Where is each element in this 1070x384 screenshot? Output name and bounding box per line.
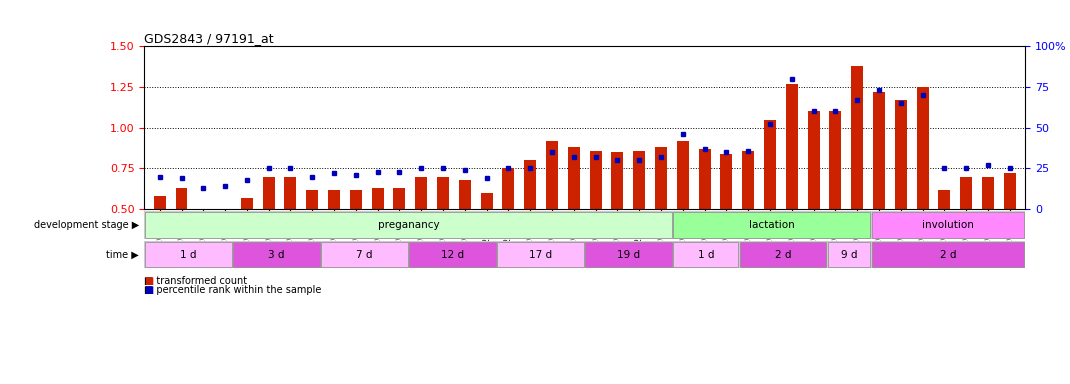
Text: development stage ▶: development stage ▶ — [34, 220, 139, 230]
Bar — [633, 151, 645, 291]
Bar — [872, 242, 1024, 267]
Text: lactation: lactation — [749, 220, 795, 230]
Text: 7 d: 7 d — [356, 250, 372, 260]
Text: 2 d: 2 d — [775, 250, 791, 260]
Bar — [306, 190, 318, 291]
Bar — [764, 119, 776, 291]
Bar — [480, 193, 492, 291]
Bar — [241, 198, 253, 291]
Text: ■: ■ — [144, 285, 154, 295]
Bar — [739, 242, 826, 267]
Bar — [699, 149, 710, 291]
Bar — [852, 66, 863, 291]
Bar — [677, 141, 689, 291]
Bar — [960, 177, 973, 291]
Text: preganancy: preganancy — [378, 220, 440, 230]
Text: 1 d: 1 d — [180, 250, 197, 260]
Bar — [328, 190, 340, 291]
Text: ■ transformed count: ■ transformed count — [144, 276, 247, 286]
Bar — [982, 177, 994, 291]
Bar — [568, 147, 580, 291]
Bar — [895, 100, 906, 291]
Text: time ▶: time ▶ — [106, 250, 139, 260]
Bar — [459, 180, 471, 291]
Bar — [524, 161, 536, 291]
Bar — [808, 111, 820, 291]
Bar — [585, 242, 672, 267]
Bar — [785, 84, 798, 291]
Bar — [827, 242, 870, 267]
Bar — [938, 190, 950, 291]
Bar — [321, 242, 408, 267]
Bar — [146, 212, 672, 238]
Bar — [546, 141, 559, 291]
Bar — [154, 196, 166, 291]
Bar — [197, 209, 210, 291]
Bar — [673, 242, 738, 267]
Bar — [1004, 174, 1015, 291]
Text: involution: involution — [922, 220, 974, 230]
Bar — [743, 151, 754, 291]
Text: 2 d: 2 d — [939, 250, 957, 260]
Bar — [917, 87, 929, 291]
Bar — [503, 169, 515, 291]
Text: 9 d: 9 d — [841, 250, 857, 260]
Text: 3 d: 3 d — [269, 250, 285, 260]
Bar — [371, 188, 384, 291]
Bar — [146, 242, 232, 267]
Bar — [285, 177, 296, 291]
Bar — [673, 212, 870, 238]
Text: 19 d: 19 d — [617, 250, 640, 260]
Bar — [590, 151, 601, 291]
Bar — [350, 190, 362, 291]
Bar — [394, 188, 406, 291]
Bar — [437, 177, 449, 291]
Text: 12 d: 12 d — [441, 250, 464, 260]
Text: 17 d: 17 d — [530, 250, 552, 260]
Bar — [611, 152, 624, 291]
Bar — [410, 242, 496, 267]
Text: GDS2843 / 97191_at: GDS2843 / 97191_at — [144, 32, 274, 45]
Bar — [498, 242, 584, 267]
Bar — [219, 209, 231, 291]
Bar — [872, 212, 1024, 238]
Text: ■: ■ — [144, 276, 154, 286]
Bar — [233, 242, 320, 267]
Text: ■ percentile rank within the sample: ■ percentile rank within the sample — [144, 285, 322, 295]
Bar — [175, 188, 187, 291]
Bar — [263, 177, 275, 291]
Bar — [720, 154, 733, 291]
Bar — [415, 177, 427, 291]
Text: 1 d: 1 d — [698, 250, 714, 260]
Bar — [829, 111, 841, 291]
Bar — [873, 92, 885, 291]
Bar — [655, 147, 667, 291]
